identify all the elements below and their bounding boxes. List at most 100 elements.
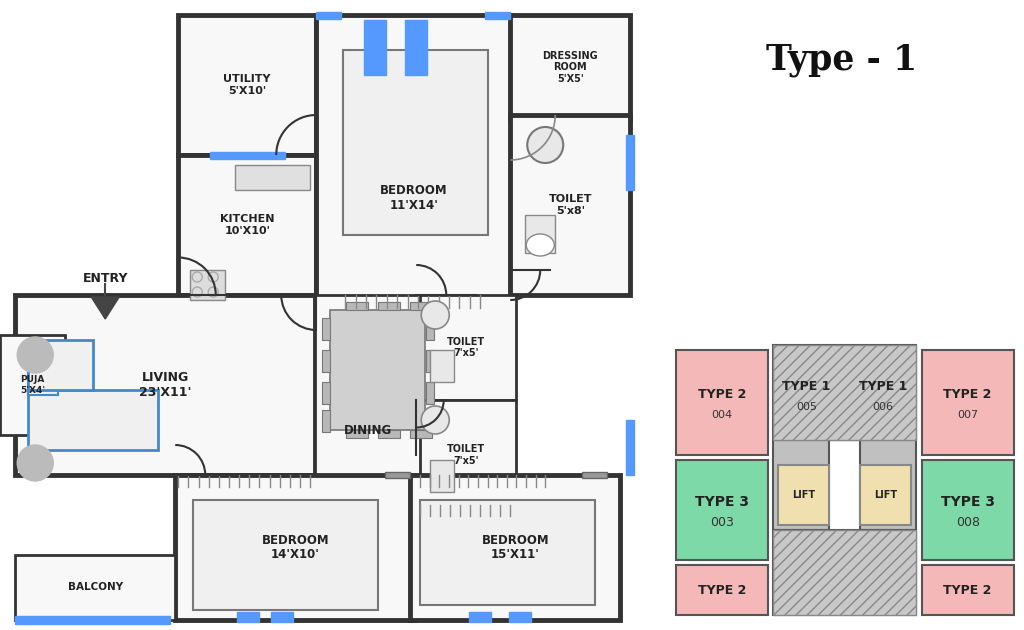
Bar (315, 295, 420, 475)
Bar (430, 460, 455, 492)
Bar (778, 355, 835, 435)
Ellipse shape (305, 550, 335, 590)
Text: TOILET
7'x5': TOILET 7'x5' (447, 444, 485, 466)
Bar (330, 310, 425, 430)
Text: 007: 007 (957, 410, 978, 420)
Bar (778, 465, 829, 525)
Polygon shape (91, 297, 119, 319)
Bar (922, 460, 1014, 560)
Bar (416, 400, 516, 510)
Bar (236, 165, 310, 190)
Bar (238, 612, 259, 622)
Bar (773, 530, 916, 615)
Circle shape (421, 301, 450, 329)
Bar (29, 390, 159, 450)
Text: ENTRY: ENTRY (83, 272, 128, 285)
Text: 003: 003 (710, 515, 734, 529)
Bar (510, 15, 630, 120)
Bar (15, 295, 315, 475)
Text: LIFT: LIFT (874, 490, 897, 500)
Bar (385, 472, 411, 478)
Bar (773, 440, 829, 530)
Bar (627, 420, 634, 475)
Bar (378, 430, 400, 438)
Circle shape (17, 445, 53, 481)
Bar (323, 410, 330, 432)
Ellipse shape (265, 505, 295, 545)
Bar (426, 410, 434, 432)
Text: Type - 1: Type - 1 (766, 43, 918, 77)
Text: TYPE 1: TYPE 1 (782, 381, 830, 394)
Bar (29, 370, 58, 395)
Text: TYPE 2: TYPE 2 (943, 388, 992, 401)
Bar (509, 612, 531, 622)
Text: 004: 004 (712, 410, 732, 420)
Text: LIFT: LIFT (793, 490, 815, 500)
Bar (773, 530, 916, 615)
Bar (420, 500, 595, 605)
Bar (860, 465, 911, 525)
Bar (627, 135, 634, 190)
Bar (346, 302, 369, 310)
Text: 005: 005 (796, 402, 817, 412)
Text: TYPE 3: TYPE 3 (695, 495, 749, 509)
Bar (346, 430, 369, 438)
Bar (175, 475, 416, 620)
Circle shape (17, 337, 53, 373)
Bar (406, 20, 427, 75)
Bar (583, 472, 607, 478)
Bar (15, 555, 175, 620)
Bar (426, 350, 434, 372)
Ellipse shape (540, 559, 571, 601)
Ellipse shape (526, 234, 554, 256)
Bar (323, 350, 330, 372)
Bar (485, 11, 510, 18)
Bar (15, 616, 170, 624)
Bar (426, 382, 434, 404)
Text: 006: 006 (872, 402, 894, 412)
Bar (411, 430, 432, 438)
Text: TYPE 3: TYPE 3 (941, 495, 994, 509)
Bar (0, 335, 66, 435)
Text: BALCONY: BALCONY (68, 583, 123, 592)
Text: TYPE 2: TYPE 2 (697, 583, 746, 597)
Bar (411, 302, 432, 310)
Bar (378, 302, 400, 310)
Bar (855, 355, 911, 435)
Bar (178, 155, 316, 295)
Ellipse shape (540, 514, 571, 556)
Bar (323, 318, 330, 340)
Bar (178, 15, 316, 155)
Bar (316, 15, 511, 310)
Text: 008: 008 (955, 515, 980, 529)
Text: PUJA
5'X4': PUJA 5'X4' (20, 375, 45, 395)
Bar (426, 318, 434, 340)
Bar (190, 270, 225, 300)
Circle shape (527, 127, 563, 163)
Bar (922, 565, 1014, 615)
Bar (271, 612, 293, 622)
Text: LIVING
23'X11': LIVING 23'X11' (139, 371, 191, 399)
Bar (411, 475, 621, 620)
Bar (469, 612, 492, 622)
Bar (773, 345, 916, 440)
Circle shape (421, 406, 450, 434)
Text: TOILET
5'x8': TOILET 5'x8' (549, 194, 592, 216)
Bar (430, 350, 455, 382)
Text: DRESSING
ROOM
5'X5': DRESSING ROOM 5'X5' (543, 51, 598, 84)
Bar (210, 151, 286, 159)
Bar (525, 215, 555, 253)
Bar (323, 382, 330, 404)
Text: DINING: DINING (344, 423, 392, 437)
Bar (676, 350, 768, 455)
Text: BEDROOM
11'X14': BEDROOM 11'X14' (380, 184, 447, 212)
Bar (676, 460, 768, 560)
Bar (29, 340, 93, 390)
Text: TYPE 2: TYPE 2 (697, 388, 746, 401)
Ellipse shape (436, 62, 476, 118)
Bar (316, 11, 341, 18)
Text: BEDROOM
15'X11': BEDROOM 15'X11' (481, 534, 549, 561)
Text: TYPE 2: TYPE 2 (943, 583, 992, 597)
Text: TOILET
7'x5': TOILET 7'x5' (447, 336, 485, 358)
Text: TYPE 1: TYPE 1 (859, 381, 907, 394)
